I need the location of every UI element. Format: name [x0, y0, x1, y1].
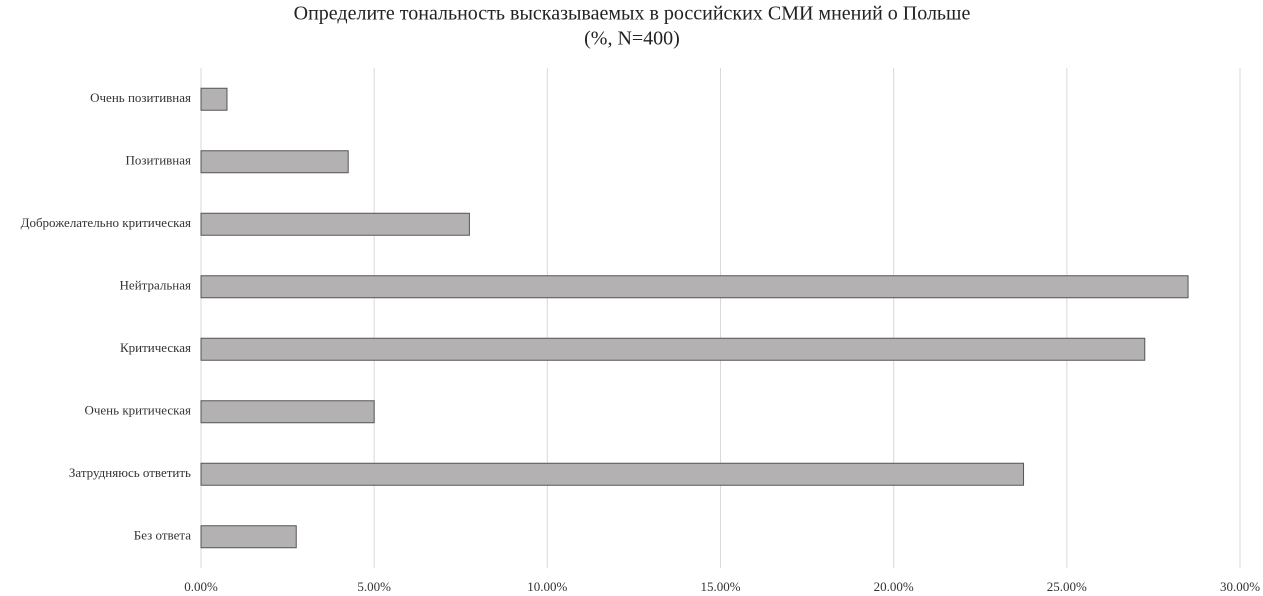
x-tick-label: 30.00% [1220, 579, 1260, 594]
y-tick-label: Критическая [120, 340, 191, 355]
bar [200, 462, 1025, 486]
chart-title: Определите тональность высказываемых в р… [294, 3, 971, 25]
y-tick-label: Без ответа [134, 528, 191, 543]
bar [200, 275, 1189, 299]
bar [200, 337, 1146, 361]
bar [200, 212, 470, 236]
bar [200, 150, 349, 174]
y-tick-label: Нейтральная [120, 278, 191, 293]
bar [200, 87, 228, 111]
y-tick-label: Очень позитивная [90, 90, 191, 105]
x-tick-label: 0.00% [184, 579, 218, 594]
x-tick-label: 25.00% [1047, 579, 1087, 594]
y-tick-label: Позитивная [126, 153, 191, 168]
x-tick-label: 10.00% [527, 579, 567, 594]
y-tick-label: Доброжелательно критическая [21, 215, 191, 230]
x-tick-label: 20.00% [874, 579, 914, 594]
chart-subtitle: (%, N=400) [584, 28, 680, 50]
y-tick-label: Очень критическая [84, 403, 191, 418]
bar [200, 525, 297, 549]
x-tick-label: 5.00% [357, 579, 391, 594]
y-tick-label: Затрудняюсь ответить [69, 465, 191, 480]
x-tick-label: 15.00% [700, 579, 740, 594]
bar [200, 400, 375, 424]
